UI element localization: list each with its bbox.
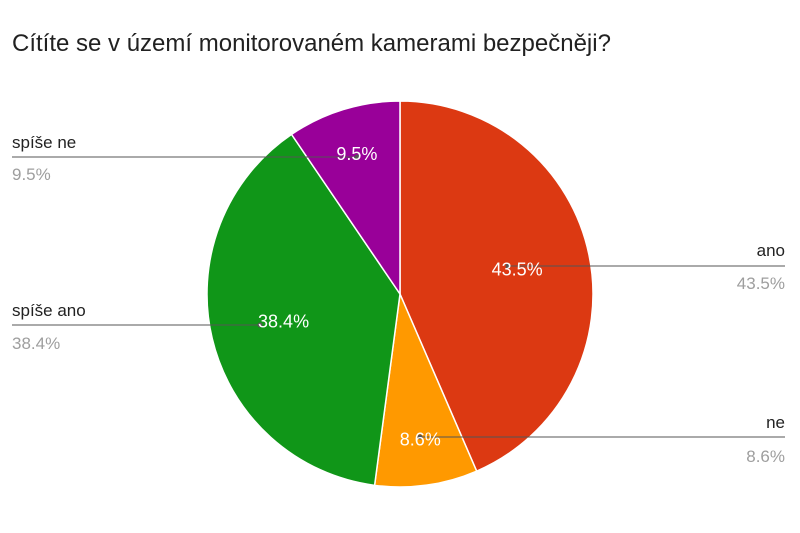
slice-value-label-ne: 8.6% <box>400 429 441 449</box>
callout-dot-ne <box>417 434 423 440</box>
pie-slice-ne <box>373 291 478 488</box>
slice-value-label-ano: 43.5% <box>492 260 543 280</box>
slice-value-label-spise-ne: 9.5% <box>336 144 377 164</box>
callout-dot-spise-ne <box>354 154 360 160</box>
category-percent-ne: 8.6% <box>746 447 785 466</box>
category-label-spise-ano: spíše ano <box>12 301 86 320</box>
pie-slice-ano <box>399 100 594 473</box>
category-label-spise-ne: spíše ne <box>12 133 76 152</box>
category-label-ano: ano <box>757 241 785 260</box>
slice-value-label-spise-ano: 38.4% <box>258 312 309 332</box>
category-percent-spise-ano: 38.4% <box>12 334 60 353</box>
category-label-ne: ne <box>766 413 785 432</box>
callout-dot-ano <box>505 263 511 269</box>
pie-slice-spise-ano <box>206 133 401 487</box>
callout-dot-spise-ano <box>257 322 263 328</box>
chart-title: Cítíte se v území monitorovaném kamerami… <box>12 30 611 57</box>
category-percent-ano: 43.5% <box>737 274 785 293</box>
pie-slice-spise-ne <box>290 100 401 297</box>
category-percent-spise-ne: 9.5% <box>12 165 51 184</box>
